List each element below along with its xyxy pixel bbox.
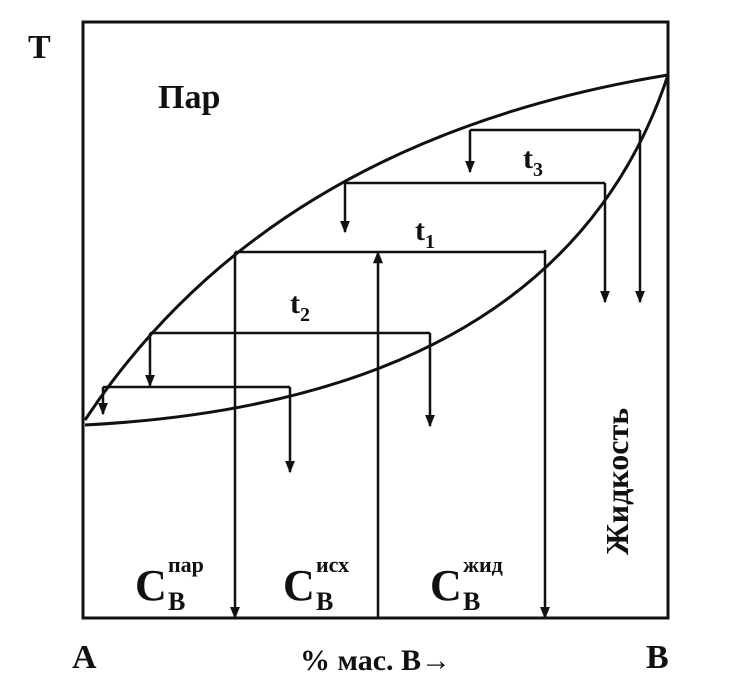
label-part: 2 (300, 304, 310, 326)
label-part: t (290, 287, 300, 320)
liquid-curve (84, 74, 670, 427)
label-part: C (135, 561, 167, 610)
end-label: B (646, 639, 669, 676)
vapor-label: Пар (158, 79, 220, 116)
temperature-label: t2 (290, 287, 310, 326)
label-part: B (463, 587, 480, 616)
concentration-label: C B пар (135, 552, 204, 616)
temperature-label: t3 (523, 142, 543, 181)
y-axis-label: T (28, 29, 51, 66)
label-part: 3 (533, 159, 543, 181)
arrows (98, 130, 645, 620)
label-part: пар (168, 552, 204, 577)
concentration-label: C B исх (283, 552, 349, 616)
label-part: t (523, 142, 533, 175)
x-axis-label: % мас. B→ (300, 644, 451, 677)
label-part: C (430, 561, 462, 610)
tie-lines (103, 128, 640, 389)
label-part: t (415, 214, 425, 247)
frame (81, 20, 670, 620)
vapor-curve (83, 73, 669, 421)
label-part: 1 (425, 231, 435, 253)
label-part: исх (316, 552, 349, 577)
label-part: C (283, 561, 315, 610)
temperature-label: t1 (415, 214, 435, 253)
origin-label: A (72, 639, 97, 676)
concentration-label: C B жид (430, 552, 503, 616)
label-part: B (316, 587, 333, 616)
liquid-label: Жидкость (599, 408, 635, 555)
label-part: жид (463, 552, 503, 577)
label-part: B (168, 587, 185, 616)
